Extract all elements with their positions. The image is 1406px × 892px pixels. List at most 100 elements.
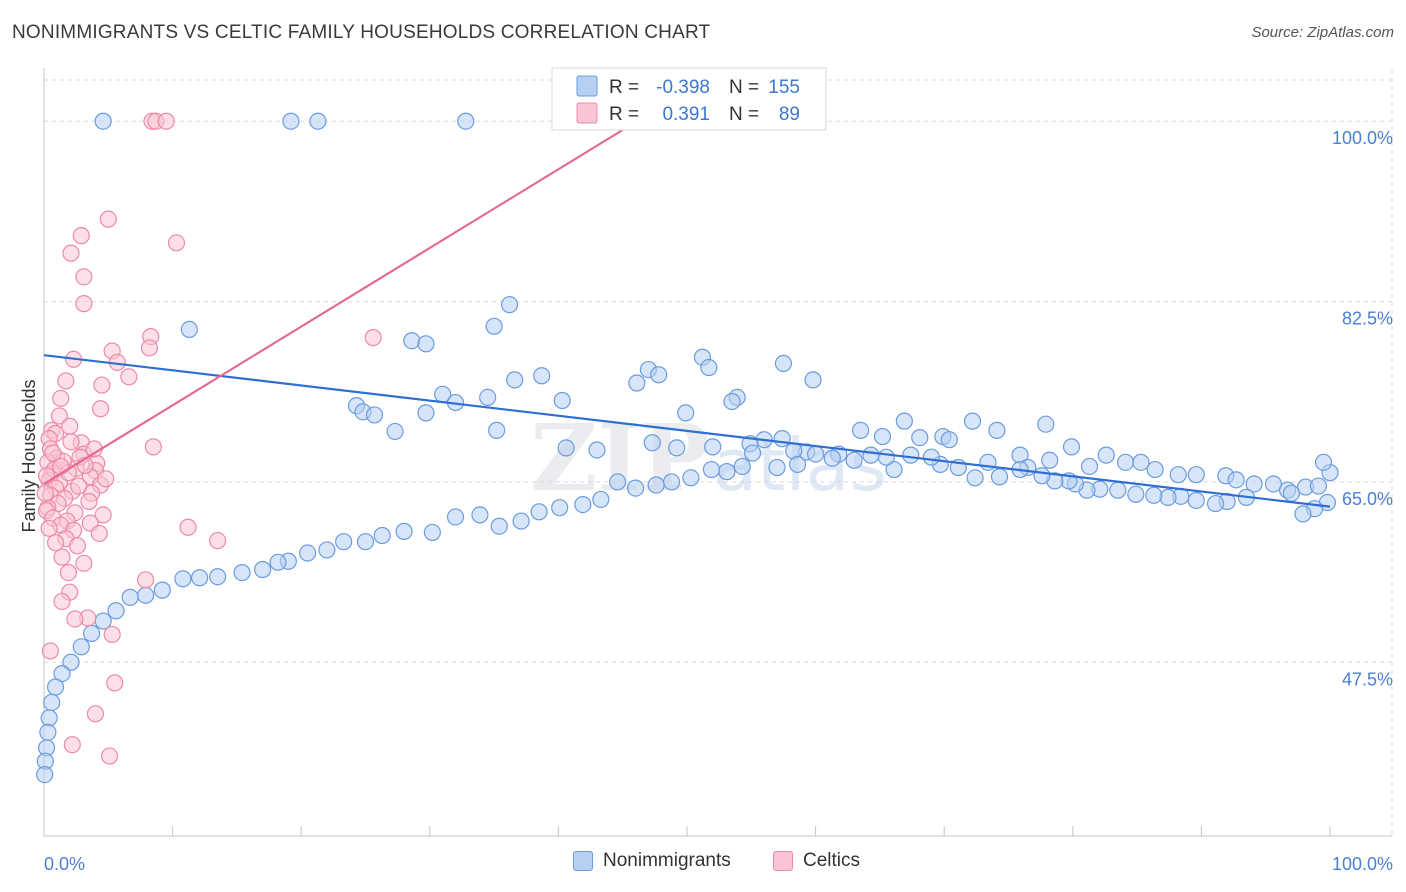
point-nonimmigrants [533, 367, 551, 385]
point-nonimmigrants [356, 533, 375, 551]
point-nonimmigrants [940, 431, 958, 449]
tick-labels: 100.0% 82.5% 65.0% 47.5% 0.0% 100.0% [44, 128, 1393, 874]
stats-n-value-nonimmigrants: 155 [768, 77, 800, 98]
point-nonimmigrants [36, 765, 54, 784]
point-nonimmigrants [1041, 451, 1059, 469]
legend-item-celtics[interactable]: Celtics [773, 850, 860, 872]
y-tick-label: 100.0% [1332, 128, 1393, 148]
stats-r-value-celtics: 0.391 [662, 104, 710, 125]
point-celtics [44, 444, 62, 462]
point-nonimmigrants [895, 412, 913, 430]
point-nonimmigrants [1159, 488, 1177, 506]
point-celtics [62, 433, 80, 451]
point-nonimmigrants [963, 412, 982, 430]
point-nonimmigrants [647, 476, 665, 494]
point-nonimmigrants [788, 455, 807, 473]
stats-swatch-celtics [576, 102, 598, 124]
point-nonimmigrants [700, 358, 718, 377]
x-tick-label: 100.0% [1332, 854, 1393, 874]
legend-label-nonimmigrants: Nonimmigrants [603, 850, 731, 871]
point-nonimmigrants [395, 522, 413, 540]
point-nonimmigrants [628, 374, 646, 392]
point-nonimmigrants [1127, 485, 1145, 503]
point-celtics [62, 244, 80, 262]
point-nonimmigrants [46, 678, 65, 696]
point-nonimmigrants [479, 388, 497, 407]
point-nonimmigrants [1264, 475, 1283, 493]
point-nonimmigrants [1206, 494, 1225, 513]
point-nonimmigrants [592, 490, 610, 509]
x-tick-label: 0.0% [44, 854, 85, 874]
point-celtics [40, 519, 58, 537]
point-nonimmigrants [1109, 481, 1127, 499]
point-celtics [90, 524, 108, 543]
point-nonimmigrants [1116, 453, 1135, 471]
trend-lines [43, 117, 1331, 508]
point-celtics [157, 112, 175, 130]
stats-r-value-nonimmigrants: -0.398 [656, 77, 710, 98]
point-celtics [140, 339, 159, 357]
point-nonimmigrants [768, 458, 786, 477]
point-nonimmigrants [1097, 446, 1115, 464]
point-nonimmigrants [299, 544, 317, 562]
point-celtics [63, 736, 81, 754]
point-nonimmigrants [922, 448, 940, 466]
point-nonimmigrants [845, 451, 863, 469]
point-nonimmigrants [82, 624, 101, 643]
point-celtics [97, 470, 115, 488]
stats-box-frame [551, 67, 827, 131]
point-nonimmigrants [1314, 453, 1333, 471]
point-nonimmigrants [852, 421, 870, 439]
point-celtics [66, 610, 84, 628]
point-nonimmigrants [723, 392, 741, 411]
point-nonimmigrants [488, 421, 506, 439]
source-label: Source: ZipAtlas.com [1251, 24, 1394, 41]
legend-swatch-nonimmigrants [573, 851, 593, 871]
point-celtics [91, 400, 110, 418]
point-celtics [72, 227, 90, 245]
point-nonimmigrants [773, 430, 791, 448]
point-nonimmigrants [1062, 438, 1081, 456]
point-nonimmigrants [1146, 460, 1164, 479]
point-nonimmigrants [269, 553, 287, 571]
point-celtics [53, 592, 71, 611]
point-celtics [364, 329, 382, 347]
point-nonimmigrants [902, 446, 920, 464]
stats-r-label-celtics: R = [609, 104, 639, 125]
point-nonimmigrants [309, 112, 327, 130]
point-celtics [57, 372, 75, 390]
point-nonimmigrants [282, 112, 300, 130]
point-nonimmigrants [254, 560, 272, 579]
point-nonimmigrants [1245, 475, 1263, 493]
point-nonimmigrants [553, 391, 571, 410]
point-nonimmigrants [500, 296, 519, 314]
point-nonimmigrants [490, 517, 508, 535]
point-celtics [93, 376, 111, 394]
point-nonimmigrants [318, 541, 336, 559]
point-nonimmigrants [233, 564, 251, 582]
point-nonimmigrants [1187, 491, 1205, 510]
point-nonimmigrants [121, 588, 139, 606]
point-nonimmigrants [423, 523, 441, 542]
point-nonimmigrants [417, 335, 435, 353]
point-nonimmigrants [43, 693, 61, 712]
point-nonimmigrants [650, 366, 668, 384]
point-nonimmigrants [626, 479, 645, 497]
point-nonimmigrants [1037, 415, 1055, 433]
stats-swatch-nonimmigrants [576, 75, 598, 97]
point-celtics [75, 295, 93, 313]
point-nonimmigrants [806, 445, 825, 463]
point-nonimmigrants [174, 570, 192, 588]
point-celtics [59, 564, 78, 582]
point-nonimmigrants [373, 526, 391, 545]
point-nonimmigrants [885, 460, 903, 479]
legend-item-nonimmigrants[interactable]: Nonimmigrants [573, 850, 731, 872]
point-celtics [70, 477, 88, 495]
point-nonimmigrants [403, 332, 421, 350]
point-nonimmigrants [457, 112, 475, 130]
point-nonimmigrants [1227, 471, 1245, 489]
point-nonimmigrants [107, 602, 125, 620]
point-nonimmigrants [209, 568, 227, 586]
legend-label-celtics: Celtics [803, 850, 861, 871]
